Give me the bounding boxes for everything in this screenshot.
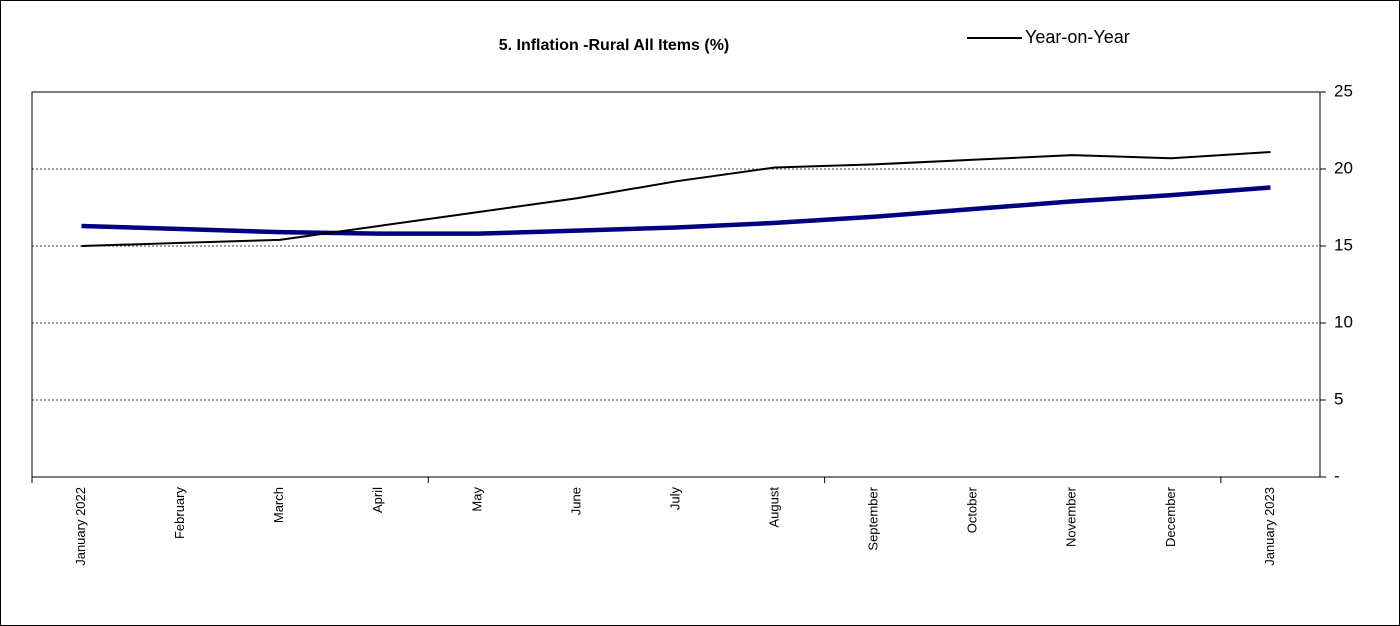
y-tick-label: 5 [1334,389,1343,408]
x-tick-label: March [271,487,286,523]
x-tick-label: May [469,487,484,512]
x-tick-label: February [172,487,187,540]
x-tick-label: November [1064,486,1079,547]
x-tick-label: January 2023 [1262,487,1277,566]
y-tick-label: 15 [1334,235,1353,254]
y-tick-label: - [1334,466,1340,485]
x-tick-label: December [1163,486,1178,547]
x-tick-label: September [866,486,881,550]
y-tick-label: 25 [1334,81,1353,100]
x-tick-label: July [667,487,682,511]
y-tick-label: 20 [1334,158,1353,177]
x-tick-label: April [370,487,385,513]
y-tick-label: 10 [1334,312,1353,331]
x-tick-label: August [767,487,782,528]
series-line [81,151,1271,247]
x-tick-label: January 2022 [73,487,88,566]
x-tick-label: June [568,487,583,515]
x-tick-label: October [965,486,980,533]
series-line [81,185,1271,236]
chart-title: 5. Inflation -Rural All Items (%) [499,37,730,54]
legend-label: Year-on-Year [1025,27,1130,47]
